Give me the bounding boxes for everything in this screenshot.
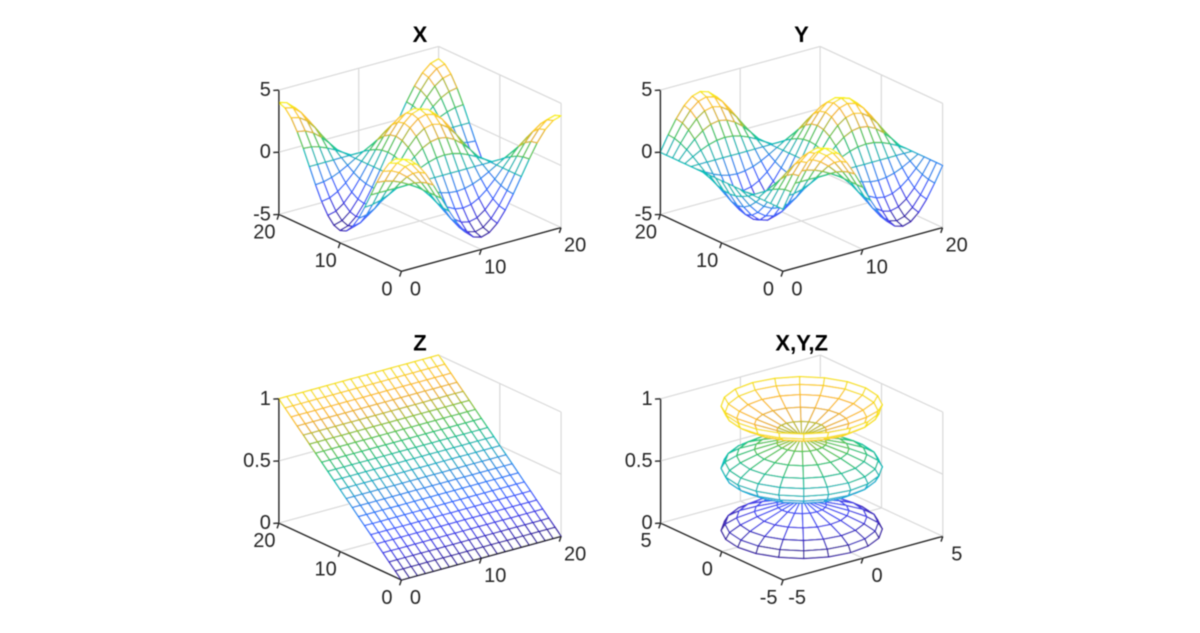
svg-text:20: 20: [564, 543, 586, 565]
svg-text:0: 0: [410, 278, 421, 300]
svg-text:1: 1: [260, 388, 271, 410]
svg-text:0: 0: [260, 512, 271, 534]
svg-text:5: 5: [260, 79, 271, 101]
svg-text:0: 0: [410, 587, 421, 609]
svg-text:10: 10: [484, 257, 506, 279]
svg-text:0: 0: [260, 141, 271, 163]
svg-text:5: 5: [641, 530, 652, 552]
svg-text:-5: -5: [760, 587, 778, 609]
svg-text:0: 0: [763, 278, 774, 300]
svg-text:10: 10: [696, 250, 718, 272]
svg-text:20: 20: [253, 221, 275, 243]
svg-text:0: 0: [702, 559, 713, 581]
svg-text:1: 1: [641, 388, 652, 410]
svg-text:5: 5: [641, 79, 652, 101]
svg-text:10: 10: [866, 257, 888, 279]
svg-text:Z: Z: [413, 331, 426, 356]
svg-text:0: 0: [871, 565, 882, 587]
svg-text:X: X: [413, 22, 428, 47]
svg-text:0.5: 0.5: [625, 450, 653, 472]
svg-text:20: 20: [564, 235, 586, 257]
svg-text:0: 0: [791, 278, 802, 300]
svg-text:0.5: 0.5: [243, 450, 271, 472]
svg-text:-5: -5: [635, 203, 653, 225]
svg-text:0: 0: [641, 141, 652, 163]
svg-text:20: 20: [253, 530, 275, 552]
svg-text:20: 20: [945, 235, 967, 257]
svg-text:0: 0: [381, 278, 392, 300]
svg-text:-5: -5: [253, 203, 271, 225]
svg-text:10: 10: [484, 565, 506, 587]
svg-text:X,Y,Z: X,Y,Z: [775, 331, 828, 356]
svg-text:0: 0: [641, 512, 652, 534]
svg-text:-5: -5: [788, 587, 806, 609]
svg-text:10: 10: [314, 250, 336, 272]
svg-text:10: 10: [314, 559, 336, 581]
svg-text:20: 20: [635, 221, 657, 243]
svg-text:0: 0: [381, 587, 392, 609]
svg-text:Y: Y: [794, 22, 809, 47]
svg-text:5: 5: [951, 543, 962, 565]
